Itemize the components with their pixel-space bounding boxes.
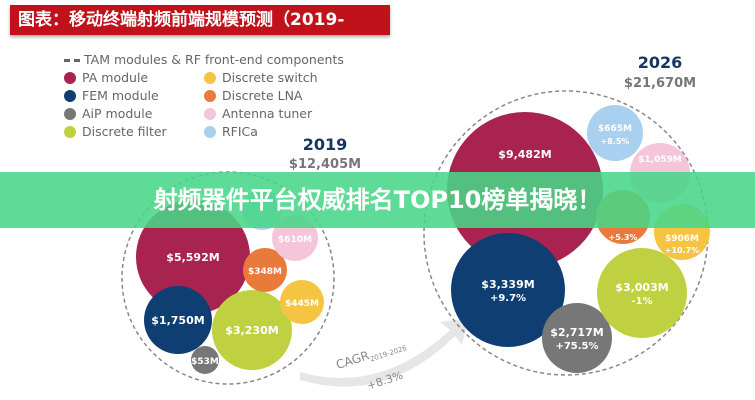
legend-item: PA module — [64, 69, 204, 86]
bubble-aip-module — [191, 346, 219, 374]
bubble-fem-module — [144, 286, 212, 354]
legend-swatch-icon — [204, 71, 216, 84]
legend-label: PA module — [82, 70, 149, 85]
overlay-banner: 射频器件平台权威排名TOP10榜单揭晓！ — [0, 172, 755, 228]
legend-item: Discrete filter — [64, 123, 204, 140]
bubble-value: $1,059M — [638, 155, 682, 165]
legend-swatch-icon — [204, 125, 216, 138]
bubble-growth: +5.3% — [609, 233, 638, 242]
legend-swatch-icon — [204, 107, 216, 120]
legend-item: AiP module — [64, 105, 204, 122]
bubble-discrete-lna — [243, 248, 287, 292]
bubble-growth: -1% — [631, 296, 652, 307]
bubble-value: $3,003M — [615, 281, 668, 294]
legend-item: Discrete switch — [204, 69, 354, 86]
legend-label: RFICa — [222, 124, 258, 139]
bubble-value: $665M — [598, 124, 632, 134]
legend-swatch-icon — [64, 125, 76, 138]
bubble-aip-module — [542, 303, 612, 373]
bubble-value: $1,750M — [151, 314, 204, 327]
bubble-value: $2,717M — [550, 326, 603, 339]
legend-label: Discrete filter — [82, 124, 167, 139]
year-total: $12,405M — [289, 157, 361, 172]
bubble-pa-module — [136, 200, 250, 314]
bubble-growth: +8.5% — [601, 137, 630, 146]
bubble-rfica — [587, 105, 643, 161]
bubble-value: $3,230M — [225, 324, 278, 337]
cagr-arrow-icon — [300, 318, 468, 387]
bubble-fem-module — [451, 233, 565, 347]
bubble-discrete-filter — [212, 290, 292, 370]
legend-item: Antenna tuner — [204, 105, 354, 122]
legend-label: AiP module — [82, 106, 153, 121]
bubble-growth: +9.7% — [490, 293, 526, 304]
legend-swatch-icon — [64, 107, 76, 120]
legend-label: Discrete LNA — [222, 88, 303, 103]
bubble-growth: +75.5% — [555, 341, 598, 352]
dashed-line-icon — [64, 59, 80, 62]
legend-label: Discrete switch — [222, 70, 318, 85]
legend-total-label: TAM modules & RF front-end components — [84, 52, 344, 67]
legend-item: RFICa — [204, 123, 354, 140]
year-total: $21,670M — [624, 76, 696, 91]
bubble-value: $906M — [665, 234, 699, 244]
bubble-growth: +10.7% — [665, 246, 699, 255]
bubble-value: $445M — [285, 299, 319, 309]
legend: TAM modules & RF front-end components PA… — [64, 52, 354, 140]
legend-label: Antenna tuner — [222, 106, 313, 121]
legend-item: Discrete LNA — [204, 87, 354, 104]
bubble-discrete-filter — [597, 248, 687, 338]
bubble-value: $3,339M — [481, 278, 534, 291]
bubble-value: $610M — [278, 235, 312, 245]
legend-swatch-icon — [204, 89, 216, 102]
legend-total: TAM modules & RF front-end components — [64, 52, 354, 67]
bubble-value: $53M — [191, 357, 219, 367]
bubble-discrete-switch — [280, 280, 324, 324]
chart-title: 图表：移动终端射频前端规模预测（2019-2026） — [10, 5, 390, 60]
year-label: 2019 — [303, 135, 348, 154]
legend-label: FEM module — [82, 88, 159, 103]
bubble-value: $5,592M — [166, 251, 219, 264]
legend-swatch-icon — [64, 89, 76, 102]
legend-item: FEM module — [64, 87, 204, 104]
bubble-value: $348M — [248, 267, 282, 277]
legend-swatch-icon — [64, 71, 76, 84]
year-label: 2026 — [638, 53, 683, 72]
bubble-value: $9,482M — [498, 148, 551, 161]
